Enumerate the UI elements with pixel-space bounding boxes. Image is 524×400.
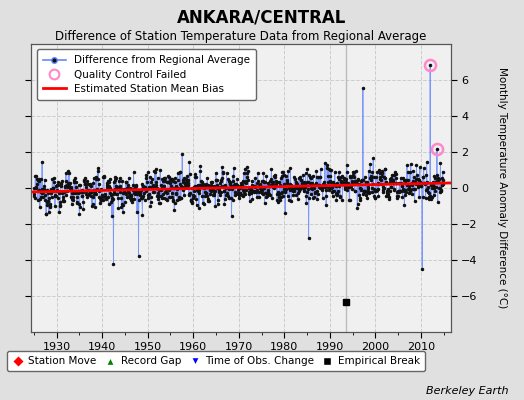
Legend: Station Move, Record Gap, Time of Obs. Change, Empirical Break: Station Move, Record Gap, Time of Obs. C… <box>6 351 425 372</box>
Y-axis label: Monthly Temperature Anomaly Difference (°C): Monthly Temperature Anomaly Difference (… <box>497 67 507 309</box>
Text: Berkeley Earth: Berkeley Earth <box>426 386 508 396</box>
Title: Difference of Station Temperature Data from Regional Average: Difference of Station Temperature Data f… <box>56 30 427 43</box>
Text: ANKARA/CENTRAL: ANKARA/CENTRAL <box>177 8 347 26</box>
